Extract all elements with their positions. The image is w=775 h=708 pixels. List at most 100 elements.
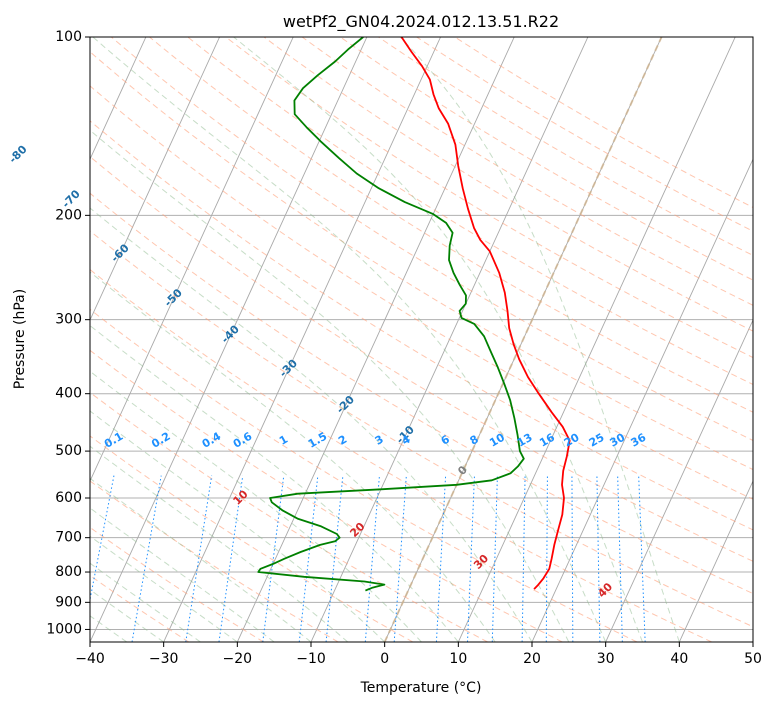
moist-adiabat-line (90, 271, 496, 642)
freezing-line (383, 37, 663, 642)
isotherm-label: -80 (6, 142, 29, 165)
dry-adiabat-line (187, 37, 753, 386)
dry-adiabat-label: 10 (231, 487, 251, 507)
background-lines (0, 37, 753, 642)
dry-adiabat-line (90, 391, 488, 642)
mixing-ratio-line (545, 475, 548, 642)
isotherm-line (752, 640, 753, 642)
y-axis-ticks: 1000 900 800 700 600 500 400 300 200 100 (46, 29, 90, 637)
x-tick-label: −10 (296, 651, 326, 667)
mixing-ratio-label: 3 (373, 433, 386, 448)
isotherm-line (90, 37, 220, 322)
isotherm-line (605, 319, 753, 642)
dry-adiabat-line (149, 37, 753, 413)
moist-adiabat-line (90, 535, 238, 642)
x-tick-label: 50 (744, 651, 762, 667)
dry-adiabat-line (90, 349, 563, 642)
isotherm-line (531, 158, 753, 642)
mixing-ratio-label: 25 (587, 431, 607, 450)
x-tick-label: 20 (523, 651, 541, 667)
y-tick-label: 300 (55, 312, 82, 328)
plot-frame (89, 36, 754, 643)
moist-adiabat-line (90, 410, 386, 642)
dry-adiabat-line (90, 526, 264, 642)
x-tick-label: −40 (75, 651, 105, 667)
dry-adiabat-line (263, 37, 753, 332)
mixing-ratio-line (131, 475, 162, 642)
dry-adiabat-line (225, 37, 753, 359)
y-tick-label: 700 (55, 530, 82, 546)
dry-adiabat-label: 20 (347, 520, 367, 540)
moist-adiabat-line (233, 37, 643, 642)
moist-adiabat-line (90, 370, 422, 642)
dry-adiabat-line (90, 85, 753, 500)
dry-adiabat-line (90, 574, 190, 642)
x-tick-label: 30 (597, 651, 615, 667)
y-tick-label: 800 (55, 564, 82, 580)
isotherm-line (678, 479, 753, 642)
y-tick-label: 200 (55, 207, 82, 223)
mixing-ratio-line (617, 475, 623, 642)
dry-adiabat-line (340, 37, 753, 281)
x-tick-label: 0 (380, 651, 389, 667)
mixing-ratio-line (218, 475, 244, 642)
mixing-ratio-line (467, 475, 475, 642)
mixing-ratio-label: 6 (439, 432, 452, 447)
isotherm-line (236, 37, 515, 642)
y-tick-label: 600 (55, 490, 82, 506)
mixing-ratio-label: 1.5 (306, 430, 329, 451)
mixing-ratio-line (571, 475, 574, 642)
mixing-ratio-label: 8 (468, 433, 481, 448)
y-tick-label: 900 (55, 594, 82, 610)
mixing-ratio-label: 16 (537, 431, 557, 450)
mixing-ratio-line (90, 475, 115, 603)
isotherm-label: -30 (277, 356, 300, 379)
moist-adiabat-line (90, 325, 459, 642)
x-axis-label: Temperature (°C) (360, 680, 482, 696)
isotherm-label: 0 (455, 463, 470, 478)
dewpoint-profile-line (257, 37, 525, 592)
isotherm-line (0, 37, 72, 642)
mixing-ratio-label: 0.2 (149, 430, 172, 451)
dry-adiabat-label: 40 (595, 580, 615, 600)
y-tick-label: 100 (55, 29, 82, 45)
chart-title: wetPf2_GN04.2024.012.13.51.R22 (283, 12, 559, 32)
x-tick-label: −30 (149, 651, 179, 667)
dry-adiabat-line (90, 192, 753, 595)
mixing-ratio-line (393, 475, 407, 642)
dry-adiabat-line (90, 268, 712, 642)
isotherm-line (457, 37, 736, 642)
mixing-ratio-label: 10 (487, 431, 507, 450)
moist-adiabat-line (92, 37, 607, 642)
moist-adiabat-line (90, 207, 533, 642)
dry-adiabat-line (301, 37, 753, 306)
isotherm-label: -40 (219, 322, 242, 345)
temperature-profile-line (400, 37, 571, 590)
x-axis-ticks: −40 −30 −20 −10 0 10 20 30 40 50 (75, 642, 762, 667)
moist-adiabat-line (90, 507, 275, 642)
x-tick-label: −20 (223, 651, 253, 667)
isotherm-line (163, 37, 441, 642)
x-tick-label: 10 (449, 651, 467, 667)
y-tick-label: 400 (55, 386, 82, 402)
y-axis-label: Pressure (hPa) (12, 289, 28, 389)
sounding-profiles (257, 37, 571, 592)
mixing-ratio-line (262, 475, 285, 642)
dry-adiabat-line (90, 155, 753, 562)
isotherm-line (90, 37, 294, 483)
dry-adiabat-line (378, 37, 753, 256)
isotherm-line (90, 37, 147, 161)
y-tick-label: 1000 (46, 621, 82, 637)
dry-adiabat-label: 30 (471, 552, 491, 572)
dry-adiabat-line (416, 37, 753, 232)
mixing-ratio-label: 1 (277, 433, 290, 448)
moist-adiabat-line (90, 562, 201, 642)
mixing-ratio-line (596, 475, 601, 642)
mixing-ratio-label: 2 (336, 433, 349, 448)
dry-adiabat-line (90, 480, 339, 642)
moist-adiabat-line (90, 129, 570, 642)
dry-adiabat-line (110, 37, 753, 441)
isotherm-label: -20 (334, 393, 357, 416)
moist-adiabat-line (399, 37, 680, 642)
